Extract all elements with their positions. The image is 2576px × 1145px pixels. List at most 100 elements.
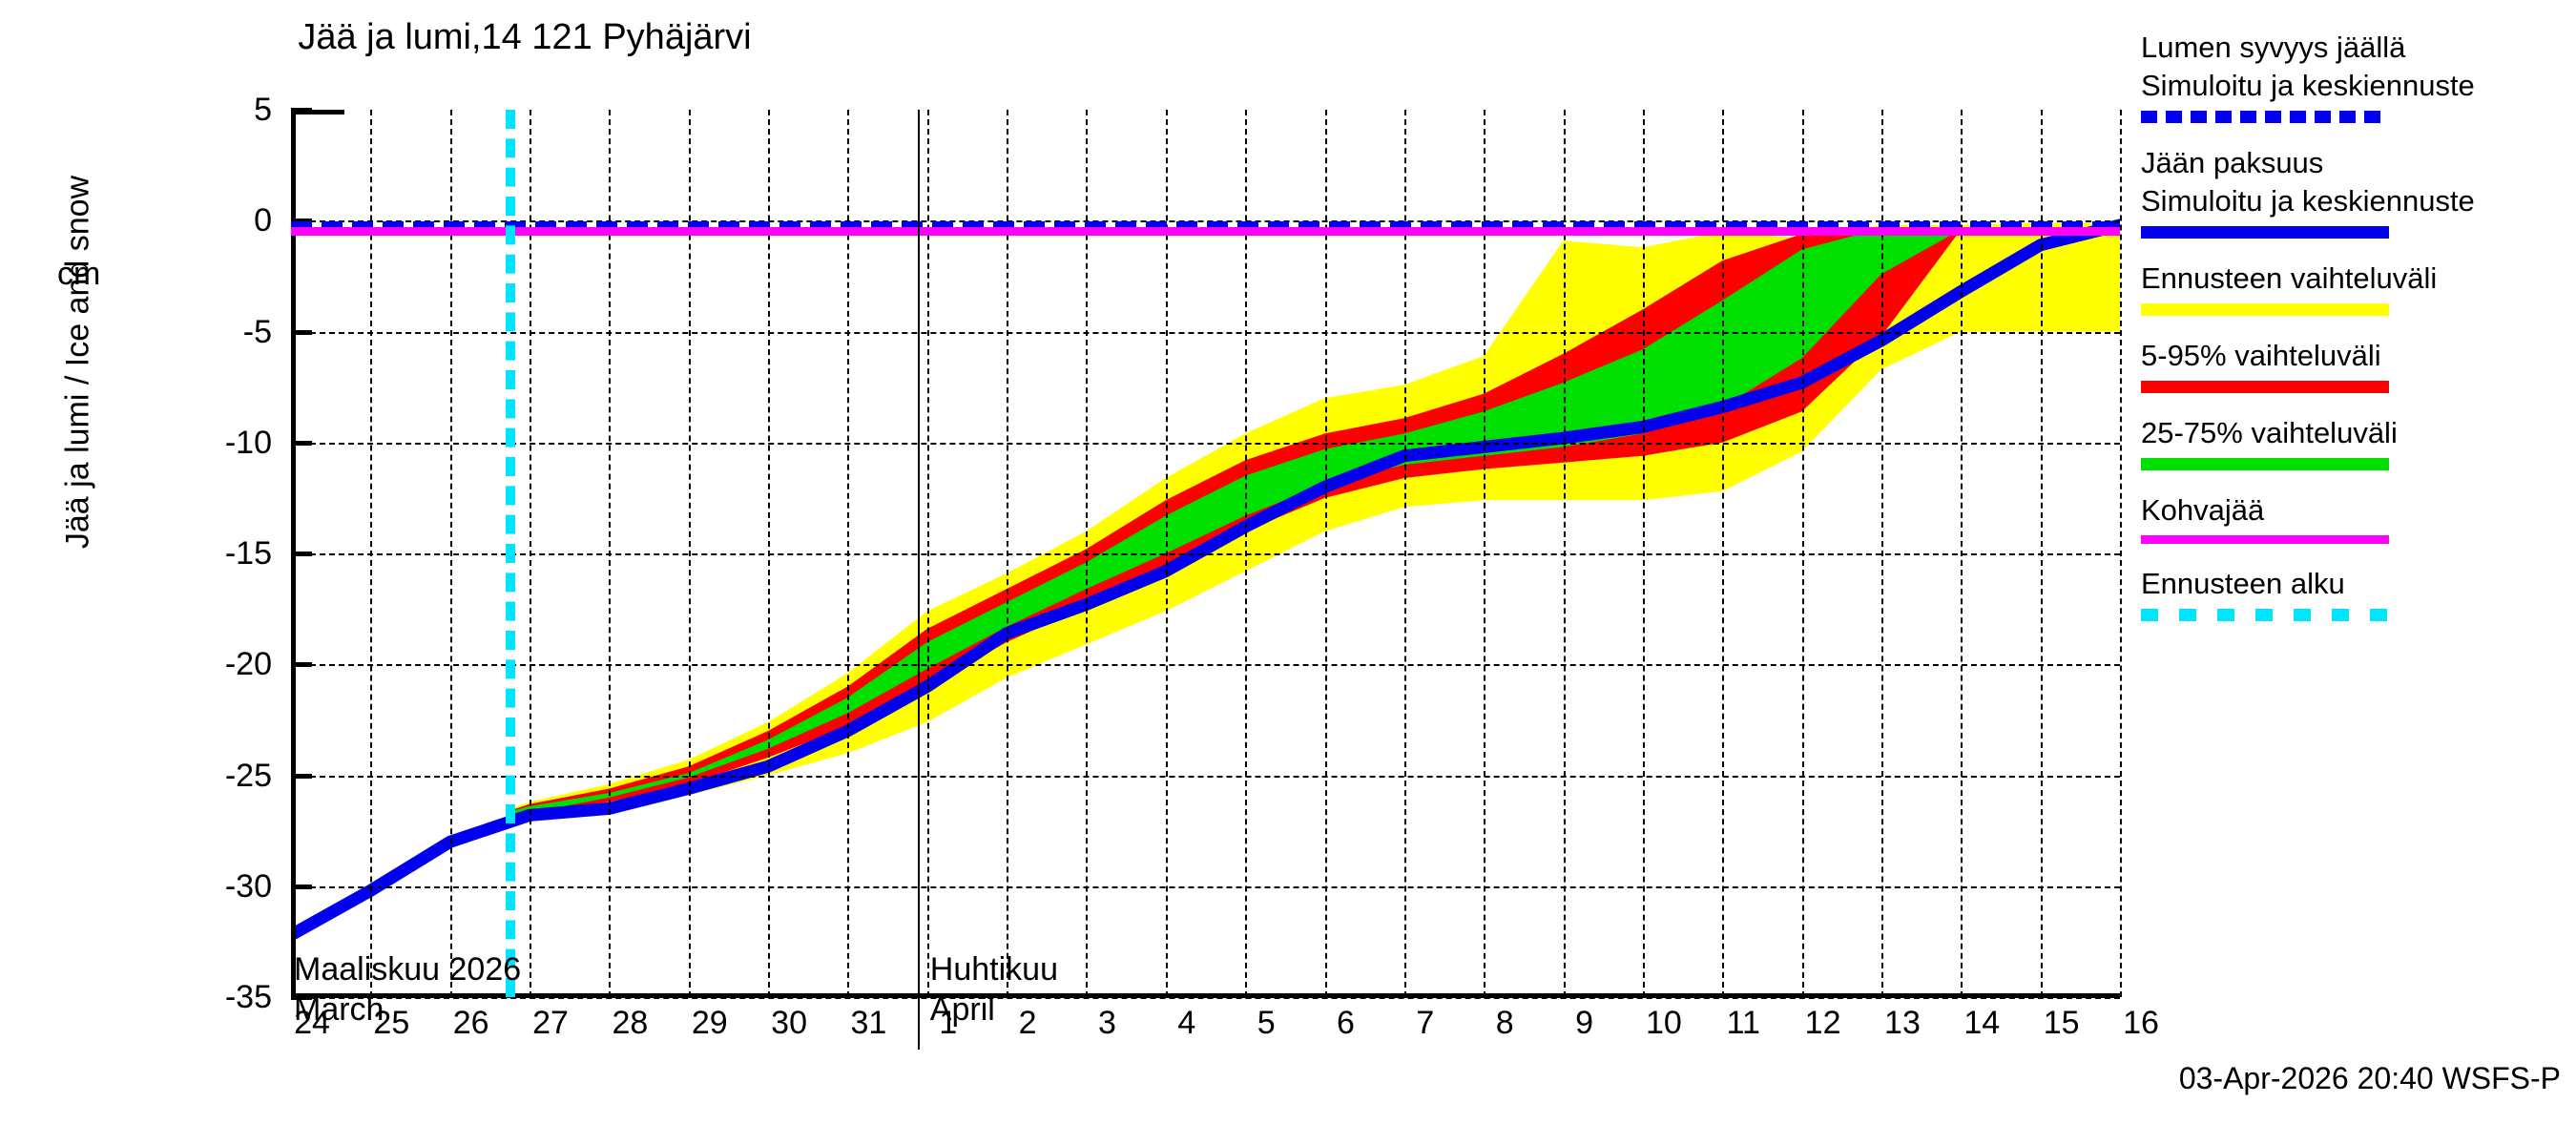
legend-group-heading: Jään paksuus xyxy=(2141,146,2324,179)
legend-entry[interactable]: Simuloitu ja keskiennuste xyxy=(2141,182,2576,239)
gridline-vertical xyxy=(1007,110,1009,997)
x-tick-label: 27 xyxy=(532,1005,569,1041)
y-tick-mark xyxy=(291,773,312,779)
x-axis-line xyxy=(291,993,2120,998)
y-tick-mark xyxy=(291,662,312,668)
gridline-vertical xyxy=(530,110,532,997)
x-tick-label: 14 xyxy=(1963,1005,2001,1041)
gridline-horizontal xyxy=(291,553,2120,555)
month-label-block: Huhtikuu April xyxy=(930,949,1058,1030)
legend-entry[interactable]: Ennusteen alku xyxy=(2141,565,2576,621)
legend-swatch-solid-yellow xyxy=(2141,303,2389,316)
gridline-vertical xyxy=(1484,110,1486,997)
y-tick-label: -35 xyxy=(224,979,272,1015)
legend-entry-label: Simuloitu ja keskiennuste xyxy=(2141,69,2475,102)
x-tick-label: 11 xyxy=(1726,1005,1760,1041)
month-label-en: April xyxy=(929,991,995,1028)
y-tick-mark xyxy=(291,440,312,446)
month-label-fi: Maaliskuu 2026 xyxy=(294,951,522,988)
forecast-start-marker xyxy=(506,110,516,997)
y-tick-mark xyxy=(291,219,312,224)
gridline-horizontal xyxy=(291,775,2120,778)
y-tick-label: -25 xyxy=(224,757,272,794)
legend-entry-label: Simuloitu ja keskiennuste xyxy=(2141,184,2475,218)
x-tick-label: 5 xyxy=(1257,1005,1276,1041)
gridline-vertical xyxy=(688,110,691,997)
y-tick-mark xyxy=(291,552,312,556)
gridline-horizontal xyxy=(291,331,2120,334)
gridline-vertical xyxy=(2120,110,2122,997)
legend-entry[interactable]: 25-75% vaihteluväli xyxy=(2141,414,2576,470)
legend-entry-label: Kohvajää xyxy=(2141,493,2265,527)
legend-entry[interactable]: 5-95% vaihteluväli xyxy=(2141,337,2576,393)
gridline-horizontal xyxy=(291,997,2120,999)
legend-entry[interactable]: Kohvajää xyxy=(2141,491,2576,544)
y-axis-unit: cm xyxy=(57,256,101,292)
gridline-vertical xyxy=(1245,110,1248,997)
x-tick-label: 13 xyxy=(1884,1005,1921,1041)
legend-entry-label: Ennusteen vaihteluväli xyxy=(2141,261,2438,295)
y-tick-label: -20 xyxy=(224,646,272,683)
y-tick-mark xyxy=(291,995,312,1000)
forecast-band xyxy=(506,228,2120,816)
ice-thickness-line xyxy=(291,219,2120,942)
x-tick-label: 30 xyxy=(771,1005,807,1041)
y-tick-label: 0 xyxy=(254,202,272,239)
y-tick-label: -10 xyxy=(224,424,272,461)
gridline-vertical xyxy=(768,110,771,997)
top-axis-stub xyxy=(291,110,344,114)
legend-group-heading: Lumen syvyys jäällä xyxy=(2141,31,2406,64)
gridline-vertical xyxy=(1165,110,1168,997)
gridline-horizontal xyxy=(291,885,2120,888)
legend-swatch-dashed-cyan xyxy=(2141,609,2389,621)
legend-entry-label: 5-95% vaihteluväli xyxy=(2141,339,2381,372)
legend-entry[interactable]: Ennusteen vaihteluväli xyxy=(2141,260,2576,316)
x-tick-label: 24 xyxy=(294,1005,330,1041)
gridline-vertical xyxy=(1324,110,1327,997)
gridline-vertical xyxy=(1642,110,1645,997)
gridline-vertical xyxy=(1403,110,1406,997)
gridline-vertical xyxy=(1086,110,1089,997)
x-tick-label: 28 xyxy=(612,1005,649,1041)
x-tick-label: 8 xyxy=(1495,1005,1514,1041)
gridline-vertical xyxy=(926,110,929,997)
y-tick-mark xyxy=(291,108,312,113)
y-tick-label: -5 xyxy=(242,313,272,350)
x-tick-label: 3 xyxy=(1098,1005,1116,1041)
legend-entry-label: Ennusteen alku xyxy=(2141,567,2345,600)
x-tick-label: 16 xyxy=(2123,1005,2159,1041)
gridline-vertical xyxy=(1801,110,1804,997)
gridline-vertical xyxy=(847,110,850,997)
y-tick-label: -30 xyxy=(224,867,272,905)
x-tick-label: 7 xyxy=(1416,1005,1435,1041)
x-tick-label: 25 xyxy=(373,1005,410,1041)
y-tick-label: 5 xyxy=(254,92,272,128)
gridline-vertical xyxy=(1722,110,1725,997)
x-tick-label: 12 xyxy=(1804,1005,1841,1041)
y-tick-label: -15 xyxy=(224,535,272,572)
x-tick-label: 26 xyxy=(452,1005,489,1041)
gridline-vertical xyxy=(1961,110,1963,997)
gridline-horizontal xyxy=(291,442,2120,445)
month-label-block: Maaliskuu 2026 March xyxy=(294,949,521,1030)
x-tick-label: 15 xyxy=(2043,1005,2080,1041)
plot-area: 5 0 -5 -10 -15 -20 -25 -30 -35 24 25 26 27 28 29 30 31 1… xyxy=(225,92,2159,1050)
legend-swatch-solid-blue xyxy=(2141,226,2389,239)
x-tick-label: 10 xyxy=(1645,1005,1682,1041)
month-separator xyxy=(917,110,920,1050)
chart-canvas xyxy=(291,219,2120,942)
x-tick-label: 6 xyxy=(1337,1005,1355,1041)
legend-entry-label: 25-75% vaihteluväli xyxy=(2141,416,2398,449)
chart-legend: Lumen syvyys jäällä Simuloitu ja keskienn… xyxy=(2141,29,2576,642)
gridline-vertical xyxy=(370,110,373,997)
x-tick-label: 1 xyxy=(939,1005,958,1041)
legend-swatch-solid-green xyxy=(2141,458,2389,470)
legend-entry[interactable]: Simuloitu ja keskiennuste xyxy=(2141,67,2576,123)
x-tick-label: 31 xyxy=(850,1005,887,1041)
x-tick-label: 2 xyxy=(1018,1005,1037,1041)
legend-swatch-solid-magenta xyxy=(2141,535,2389,544)
x-tick-label: 9 xyxy=(1575,1005,1594,1041)
gridline-vertical xyxy=(1880,110,1883,997)
legend-swatch-dashed-blue xyxy=(2141,111,2389,123)
kohvajaa-line xyxy=(291,226,2120,236)
